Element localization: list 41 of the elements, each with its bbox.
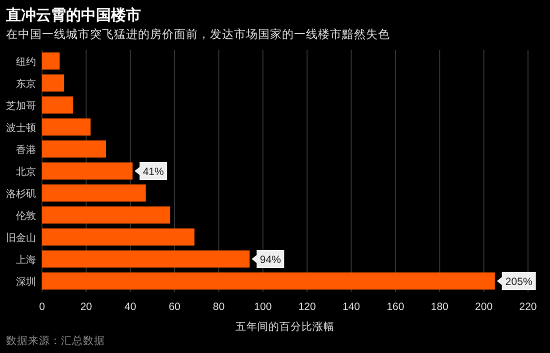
- x-tick-label: 80: [212, 301, 225, 313]
- x-tick-label: 180: [430, 301, 449, 313]
- y-tick-label: 芝加哥: [6, 100, 36, 112]
- data-label: 41%: [142, 166, 164, 178]
- bar: [42, 184, 146, 202]
- y-tick-label: 洛杉矶: [6, 188, 36, 200]
- bar: [42, 52, 60, 70]
- y-tick-label: 北京: [16, 166, 36, 178]
- bar: [42, 96, 73, 114]
- y-tick-label: 东京: [16, 78, 36, 90]
- x-tick-label: 60: [168, 301, 181, 313]
- y-tick-label: 纽约: [16, 56, 36, 68]
- bar: [42, 206, 170, 224]
- x-tick-label: 200: [475, 301, 493, 313]
- x-tick-label: 40: [124, 301, 136, 313]
- bar: [42, 74, 64, 92]
- y-tick-label: 深圳: [16, 276, 36, 288]
- x-tick-label: 120: [298, 301, 316, 313]
- bar: [42, 140, 106, 158]
- x-axis-title: 五年间的百分比涨幅: [236, 320, 334, 333]
- bar: [42, 162, 133, 180]
- y-tick-label: 香港: [16, 144, 36, 156]
- x-tick-label: 220: [519, 301, 537, 313]
- x-tick-label: 20: [80, 301, 92, 313]
- x-tick-label: 160: [386, 301, 404, 313]
- bar: [42, 272, 495, 290]
- y-tick-label: 旧金山: [6, 232, 36, 244]
- data-label: 205%: [505, 276, 532, 288]
- bar: [42, 228, 194, 246]
- y-tick-label: 上海: [16, 254, 36, 266]
- y-tick-label: 伦敦: [16, 210, 36, 222]
- bar: [42, 250, 250, 268]
- y-tick-label: 波士顿: [6, 122, 36, 134]
- data-label: 94%: [260, 254, 281, 266]
- bar: [42, 118, 91, 136]
- x-tick-label: 140: [342, 301, 360, 313]
- chart-subtitle: 在中国一线城市突飞猛进的房价面前，发达市场国家的一线楼市黯然失色: [6, 27, 390, 41]
- x-tick-label: 0: [39, 301, 46, 313]
- source-note: 数据来源：汇总数据: [6, 334, 105, 347]
- chart-title: 直冲云霄的中国楼市: [5, 6, 141, 24]
- x-tick-label: 100: [254, 301, 272, 313]
